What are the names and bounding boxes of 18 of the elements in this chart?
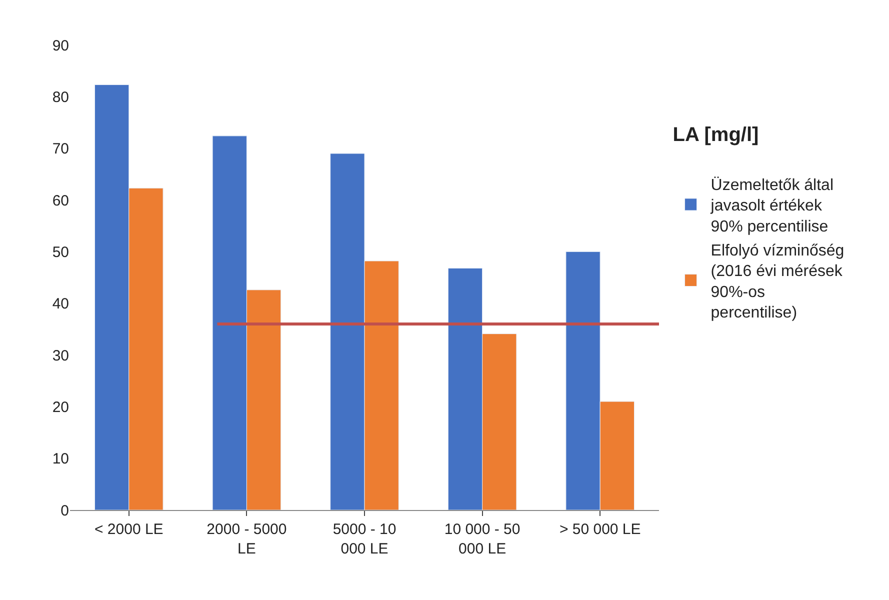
y-tick-label: 20	[52, 398, 69, 416]
legend-title: LA [mg/l]	[672, 124, 759, 146]
x-tick-label: < 2000 LE	[94, 521, 164, 538]
y-tick-label: 80	[52, 88, 69, 106]
x-tick-label: > 50 000 LE	[559, 521, 641, 538]
y-tick-label: 30	[52, 347, 69, 364]
y-tick-label: 40	[52, 296, 69, 313]
y-tick-label: 50	[52, 244, 69, 261]
y-tick-label: 10	[52, 450, 69, 468]
y-tick-label: 70	[52, 140, 69, 158]
legend-label: Elfolyó vízminőség (2016 évi mérések 90%-os percentilise)	[710, 242, 844, 322]
legend-label: Üzemeltetők által javasolt értékek 90% percentilise	[710, 176, 834, 236]
y-tick-label: 60	[52, 192, 69, 210]
x-tick-label: 2000 - 5000 LE	[206, 521, 287, 558]
y-tick-label: 90	[52, 37, 69, 54]
y-tick-label: 0	[60, 502, 69, 520]
x-tick-label: 5000 - 10 000 LE	[332, 521, 396, 558]
x-tick-label: 10 000 - 50 000 LE	[444, 521, 520, 558]
